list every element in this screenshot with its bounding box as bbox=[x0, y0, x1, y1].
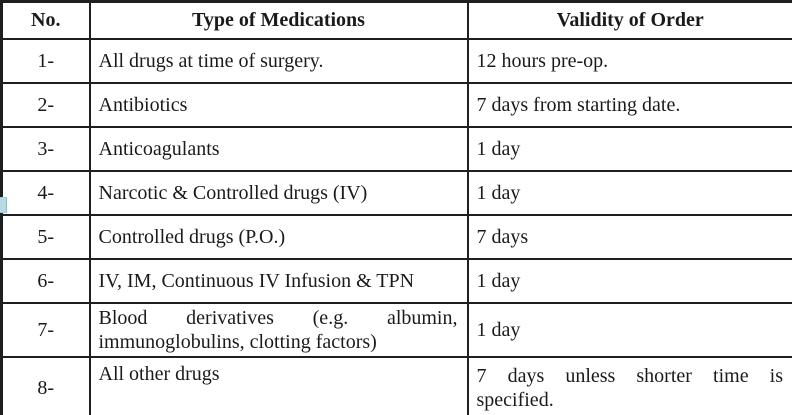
table-row: 6- IV, IM, Continuous IV Infusion & TPN … bbox=[0, 257, 792, 304]
medication-type-cell: Narcotic & Controlled drugs (IV) bbox=[88, 169, 469, 216]
table-row: 2- Antibiotics 7 days from starting date… bbox=[0, 81, 792, 128]
table-row: 4- Narcotic & Controlled drugs (IV) 1 da… bbox=[0, 169, 792, 216]
validity-cell: 1 day bbox=[466, 169, 792, 216]
medication-type-cell: IV, IM, Continuous IV Infusion & TPN bbox=[88, 257, 469, 304]
row-number-cell: 8- bbox=[0, 355, 91, 415]
validity-cell: 12 hours pre-op. bbox=[466, 37, 792, 84]
medication-type-cell: Controlled drugs (P.O.) bbox=[88, 213, 469, 260]
validity-cell: 1 day bbox=[466, 301, 792, 358]
row-number-cell: 6- bbox=[0, 257, 91, 304]
table-row: 5- Controlled drugs (P.O.) 7 days bbox=[0, 213, 792, 260]
header-cell-validity: Validity of Order bbox=[466, 0, 792, 40]
row-number-cell: 3- bbox=[0, 125, 91, 172]
page-edge-artifact bbox=[0, 197, 7, 213]
table-row: 8- All other drugs 7 days unless shorter… bbox=[0, 355, 792, 415]
medication-type-cell: All drugs at time of surgery. bbox=[88, 37, 469, 84]
table-row: 3- Anticoagulants 1 day bbox=[0, 125, 792, 172]
medication-type-cell: Antibiotics bbox=[88, 81, 469, 128]
table-row: 1- All drugs at time of surgery. 12 hour… bbox=[0, 37, 792, 84]
medication-type-cell: All other drugs bbox=[88, 355, 469, 415]
row-number-cell: 1- bbox=[0, 37, 91, 84]
row-number-cell: 4- bbox=[0, 169, 91, 216]
table-row: 7- Blood derivatives (e.g. albumin, immu… bbox=[0, 301, 792, 358]
validity-cell: 1 day bbox=[466, 125, 792, 172]
validity-cell: 1 day bbox=[466, 257, 792, 304]
medication-type-cell: Anticoagulants bbox=[88, 125, 469, 172]
row-number-cell: 7- bbox=[0, 301, 91, 358]
validity-cell: 7 days bbox=[466, 213, 792, 260]
header-cell-type: Type of Medications bbox=[88, 0, 469, 40]
header-cell-no: No. bbox=[0, 0, 91, 40]
medication-type-cell: Blood derivatives (e.g. albumin, immunog… bbox=[88, 301, 469, 358]
validity-cell: 7 days unless shorter time is specified. bbox=[466, 355, 792, 415]
table-header: No. Type of Medications Validity of Orde… bbox=[0, 0, 792, 40]
validity-cell: 7 days from starting date. bbox=[466, 81, 792, 128]
row-number-cell: 2- bbox=[0, 81, 91, 128]
row-number-cell: 5- bbox=[0, 213, 91, 260]
table-body: 1- All drugs at time of surgery. 12 hour… bbox=[0, 37, 792, 415]
header-row: No. Type of Medications Validity of Orde… bbox=[0, 0, 792, 40]
